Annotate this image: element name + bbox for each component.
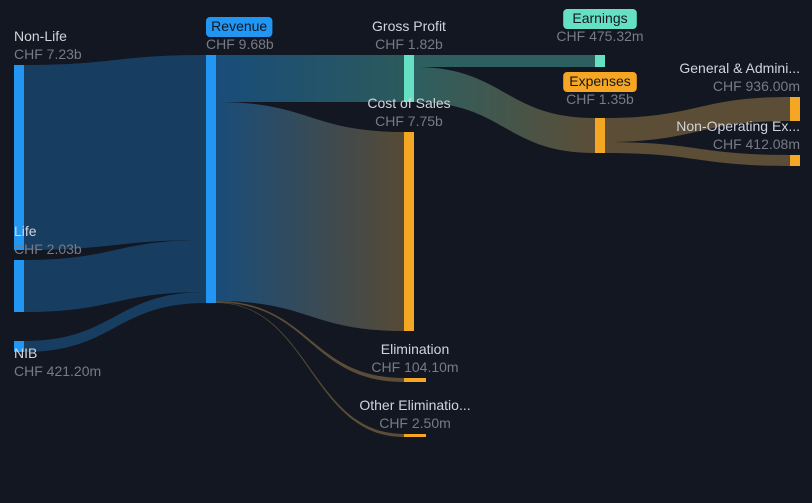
node-title-nib: NIB [14, 345, 37, 361]
node-value-other_elimination: CHF 2.50m [379, 415, 451, 431]
node-title-ga: General & Admini... [679, 60, 800, 76]
node-title-cost_sales: Cost of Sales [367, 95, 450, 111]
node-title-earnings: Earnings [572, 10, 627, 26]
sankey-chart: Non-Life CHF 7.23b Life CHF 2.03b NIB CHF 421… [0, 0, 812, 503]
node-value-ga: CHF 936.00m [713, 78, 800, 94]
node-title-life: Life [14, 223, 37, 239]
node-value-revenue: CHF 9.68b [206, 36, 274, 52]
node-value-elimination: CHF 104.10m [371, 359, 458, 375]
node-title-nonlife: Non-Life [14, 28, 67, 44]
link-gross_profit-earnings [414, 55, 595, 67]
node-value-nonlife: CHF 7.23b [14, 46, 82, 62]
node-title-noex: Non-Operating Ex... [676, 118, 800, 134]
node-elimination [404, 378, 426, 382]
node-noex [790, 155, 800, 166]
node-life [14, 260, 24, 312]
node-value-cost_sales: CHF 7.75b [375, 113, 443, 129]
node-value-noex: CHF 412.08m [713, 136, 800, 152]
node-other_elimination [404, 434, 426, 437]
node-title-revenue: Revenue [211, 18, 267, 34]
node-revenue [206, 55, 216, 303]
node-value-expenses: CHF 1.35b [566, 91, 634, 107]
node-value-gross_profit: CHF 1.82b [375, 36, 443, 52]
node-cost_sales [404, 132, 414, 331]
node-expenses [595, 118, 605, 153]
node-title-gross_profit: Gross Profit [372, 18, 446, 34]
node-value-nib: CHF 421.20m [14, 363, 101, 379]
node-title-expenses: Expenses [569, 73, 630, 89]
node-value-life: CHF 2.03b [14, 241, 82, 257]
link-revenue-cost_sales [216, 102, 404, 331]
node-earnings [595, 55, 605, 67]
node-title-other_elimination: Other Eliminatio... [359, 397, 470, 413]
node-value-earnings: CHF 475.32m [556, 28, 643, 44]
node-title-elimination: Elimination [381, 341, 449, 357]
link-nonlife-revenue [24, 55, 206, 250]
